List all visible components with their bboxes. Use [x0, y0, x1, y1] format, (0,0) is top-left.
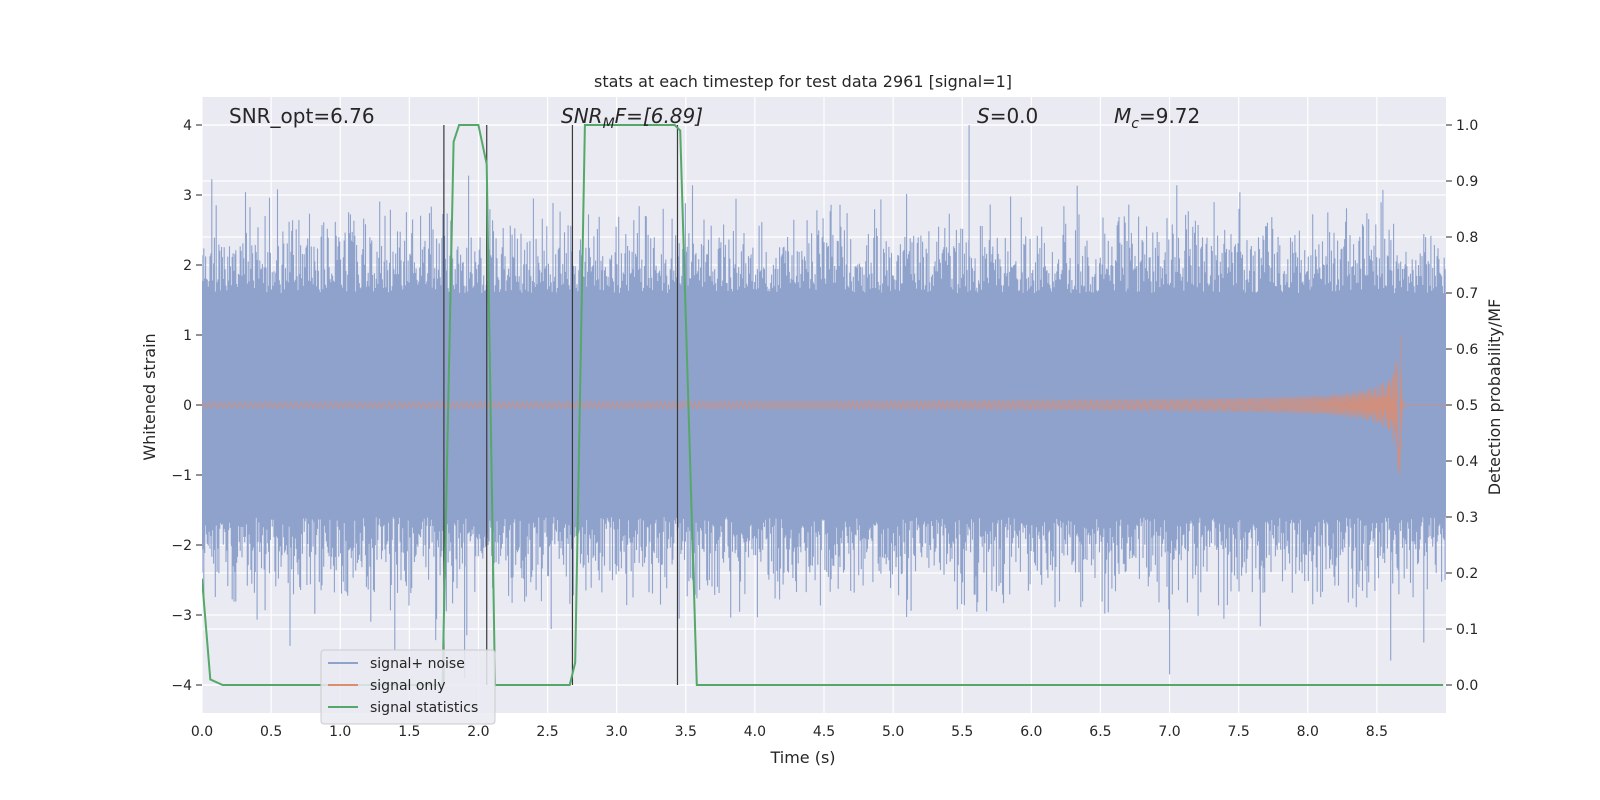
annotation-snr-mf-main: SNR — [561, 104, 603, 128]
y-right-axis-label: Detection probability/MF — [1485, 299, 1504, 496]
y-left-axis-ticks: 4 3 2 1 0 −1 −2 −3 −4 — [171, 118, 202, 694]
series-signal-only — [202, 334, 1446, 475]
annotation-mc-sub: c — [1131, 116, 1139, 132]
y-right-tick-label: 0.6 — [1456, 342, 1478, 358]
y-right-tick-label: 0.3 — [1456, 510, 1478, 526]
y-left-axis-label: Whitened strain — [140, 333, 159, 460]
annotation-snr-mf-rest: F=[6.89] — [615, 104, 703, 128]
legend: signal+ noise signal only signal statist… — [320, 649, 496, 725]
y-left-tick-label: −1 — [171, 468, 192, 484]
y-right-tick-label: 0.8 — [1456, 230, 1478, 246]
chirp-line — [202, 334, 1446, 475]
y-left-tick-label: −3 — [171, 608, 192, 624]
legend-label-signal-only: signal only — [370, 678, 445, 694]
legend-box — [320, 649, 496, 725]
x-tick-label: 5.5 — [951, 724, 973, 740]
x-tick-label: 4.0 — [744, 724, 766, 740]
annotation-mc-var: M — [1114, 104, 1131, 128]
annotation-mc-val: =9.72 — [1139, 104, 1200, 128]
x-tick-label: 6.5 — [1089, 724, 1111, 740]
annotation-snr-opt: SNR_opt=6.76 — [229, 104, 375, 128]
y-left-tick-label: 4 — [183, 118, 192, 134]
annotation-s-var: S — [977, 104, 990, 128]
x-tick-label: 8.0 — [1297, 724, 1319, 740]
x-tick-label: 4.5 — [813, 724, 835, 740]
y-left-tick-label: 2 — [183, 258, 192, 274]
y-right-tick-label: 0.4 — [1456, 454, 1478, 470]
y-right-tick-label: 0.5 — [1456, 398, 1478, 414]
x-tick-label: 5.0 — [882, 724, 904, 740]
y-right-tick-label: 0.1 — [1456, 622, 1478, 638]
x-tick-label: 2.0 — [467, 724, 489, 740]
chart-title: stats at each timestep for test data 296… — [594, 72, 1012, 91]
y-right-axis-ticks: 1.0 0.9 0.8 0.7 0.6 0.5 0.4 0.3 0.2 0.1 0.0 — [1446, 118, 1478, 694]
annotation-snr-mf-sub: M — [603, 116, 615, 132]
y-right-tick-label: 0.0 — [1456, 678, 1478, 694]
x-tick-label: 3.0 — [606, 724, 628, 740]
legend-label-signal-noise: signal+ noise — [370, 656, 465, 672]
y-left-tick-label: 3 — [183, 188, 192, 204]
x-tick-label: 1.5 — [398, 724, 420, 740]
x-tick-label: 2.5 — [536, 724, 558, 740]
y-right-tick-label: 0.9 — [1456, 174, 1478, 190]
x-tick-label: 8.5 — [1366, 724, 1388, 740]
x-tick-label: 6.0 — [1020, 724, 1042, 740]
y-left-tick-label: −4 — [171, 678, 192, 694]
legend-label-signal-statistics: signal statistics — [370, 700, 478, 716]
x-tick-label: 0.5 — [260, 724, 282, 740]
y-right-tick-label: 1.0 — [1456, 118, 1478, 134]
y-left-tick-label: −2 — [171, 538, 192, 554]
x-tick-label: 0.0 — [191, 724, 213, 740]
x-axis-label: Time (s) — [769, 748, 835, 767]
annotation-mc: Mc=9.72 — [1114, 104, 1200, 132]
x-tick-label: 7.0 — [1158, 724, 1180, 740]
y-left-tick-label: 1 — [183, 328, 192, 344]
annotation-s-val: =0.0 — [990, 104, 1039, 128]
y-right-tick-label: 0.7 — [1456, 286, 1478, 302]
x-tick-label: 1.0 — [329, 724, 351, 740]
x-axis-ticks: 0.0 0.5 1.0 1.5 2.0 2.5 3.0 3.5 4.0 4.5 5.0 5.5 6.0 6… — [191, 724, 1388, 740]
x-tick-label: 3.5 — [675, 724, 697, 740]
y-left-tick-label: 0 — [183, 398, 192, 414]
x-tick-label: 7.5 — [1228, 724, 1250, 740]
annotation-snr-mf: SNRMF=[6.89] — [561, 104, 703, 132]
annotation-s: S=0.0 — [977, 104, 1038, 128]
y-right-tick-label: 0.2 — [1456, 566, 1478, 582]
